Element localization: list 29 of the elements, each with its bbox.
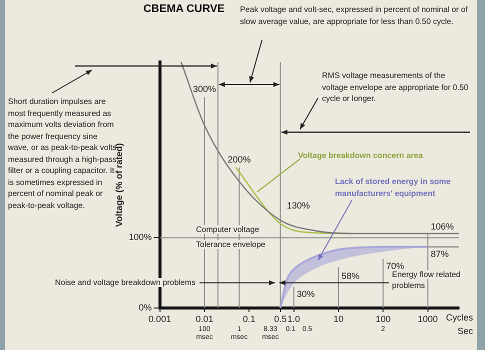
x-tick-label: 0.1 — [242, 314, 256, 324]
annotation: 70% — [386, 260, 404, 271]
annotation: Computer voltage Tolerance envelope — [196, 225, 266, 249]
annotation: 106% — [430, 221, 454, 232]
x-axis-title: Cycles — [446, 312, 474, 322]
annotation: 58% — [341, 271, 360, 282]
text: Sec — [457, 326, 474, 336]
x-tick-label: 100 — [376, 314, 391, 324]
y-tick-label: 0% — [138, 302, 152, 312]
x-tick-label: 0.5 — [274, 314, 287, 324]
annotation: RMS voltage measurements of the voltage envelope are appropriate for 0.50 cycle or longer. — [322, 70, 470, 104]
x-tick-label: 0.01 — [196, 314, 214, 324]
x-tick-label: 1.0 — [288, 314, 300, 324]
annotation: 300% — [192, 84, 216, 94]
annotation: 130% — [286, 200, 310, 211]
annotation: Energy flow related problems — [392, 270, 460, 290]
annotation: Lack of stored energy in some manufacturers' equipment — [335, 176, 452, 199]
text: Peak voltage and volt-sec, expressed in percent of nominal or of slow average value, are appropriate for less than 0.50 cycle. — [240, 4, 469, 27]
annotation: 30% — [296, 288, 315, 299]
y-tick-label: 100% — [128, 232, 152, 242]
annotation: 87% — [430, 248, 449, 259]
x-tick-label: 0.001 — [148, 314, 172, 324]
annotation: Voltage breakdown concern area — [298, 150, 424, 162]
annotation: Noise and voltage breakdown problems — [55, 278, 196, 287]
text: Short duration impulses are most frequently measured as maximum volts deviation from the power frequency sine wave, or as peak-to-peak volts measured through a high-pass filter or a coupling capacitor. It is sometimes expressed in percent of nominal peak or peak-to-peak voltage. — [8, 97, 117, 210]
x-tick-label: 10 — [333, 314, 344, 324]
chart-title: CBEMA CURVE — [142, 3, 226, 15]
x-tick-label: 1000 — [418, 314, 438, 324]
annotation: 200% — [228, 154, 251, 164]
